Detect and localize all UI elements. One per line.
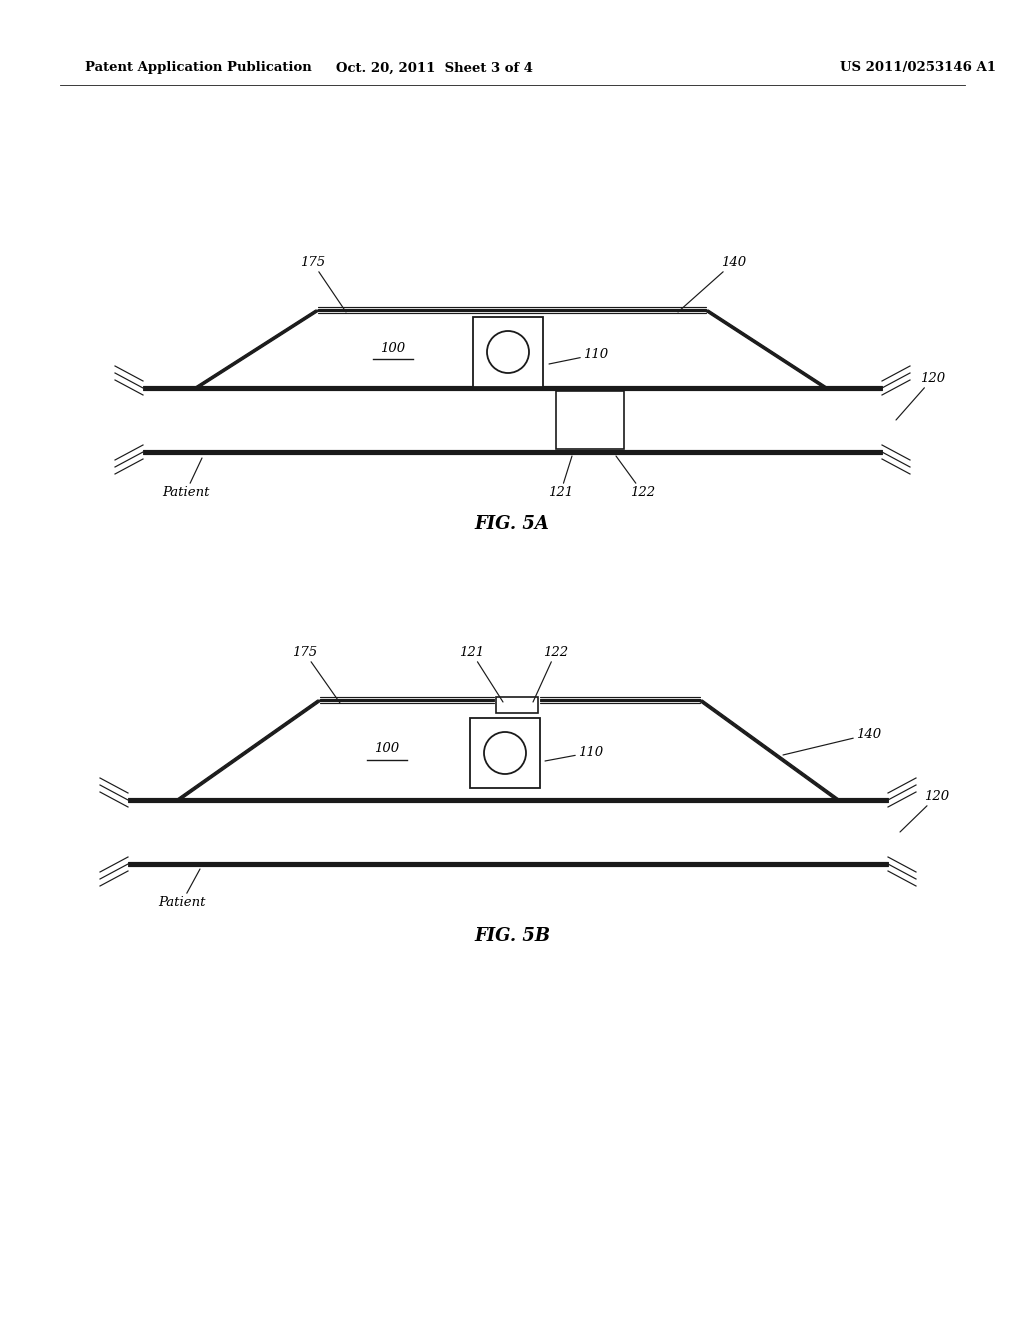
Text: 110: 110: [545, 746, 603, 762]
Text: FIG. 5B: FIG. 5B: [474, 927, 550, 945]
Text: 100: 100: [375, 742, 399, 755]
Circle shape: [484, 733, 526, 774]
Text: 121: 121: [548, 455, 573, 499]
Text: 110: 110: [549, 348, 608, 364]
Text: Patient: Patient: [162, 458, 210, 499]
Text: Patent Application Publication: Patent Application Publication: [85, 62, 311, 74]
Text: 121: 121: [459, 645, 503, 702]
Text: 120: 120: [900, 789, 949, 832]
Bar: [496, 697, 538, 713]
Text: 175: 175: [300, 256, 346, 312]
Text: 122: 122: [534, 645, 568, 702]
Text: Patient: Patient: [158, 869, 206, 909]
Circle shape: [487, 331, 529, 374]
Text: 175: 175: [292, 645, 340, 704]
Text: 140: 140: [783, 729, 881, 755]
Text: US 2011/0253146 A1: US 2011/0253146 A1: [840, 62, 996, 74]
Text: 122: 122: [616, 455, 655, 499]
Text: 120: 120: [896, 372, 945, 420]
Bar: [556, 391, 624, 449]
Text: 140: 140: [678, 256, 746, 312]
Text: 100: 100: [381, 342, 406, 355]
Bar: [470, 718, 540, 788]
Bar: [473, 317, 543, 387]
Text: Oct. 20, 2011  Sheet 3 of 4: Oct. 20, 2011 Sheet 3 of 4: [337, 62, 534, 74]
Text: FIG. 5A: FIG. 5A: [474, 515, 550, 533]
